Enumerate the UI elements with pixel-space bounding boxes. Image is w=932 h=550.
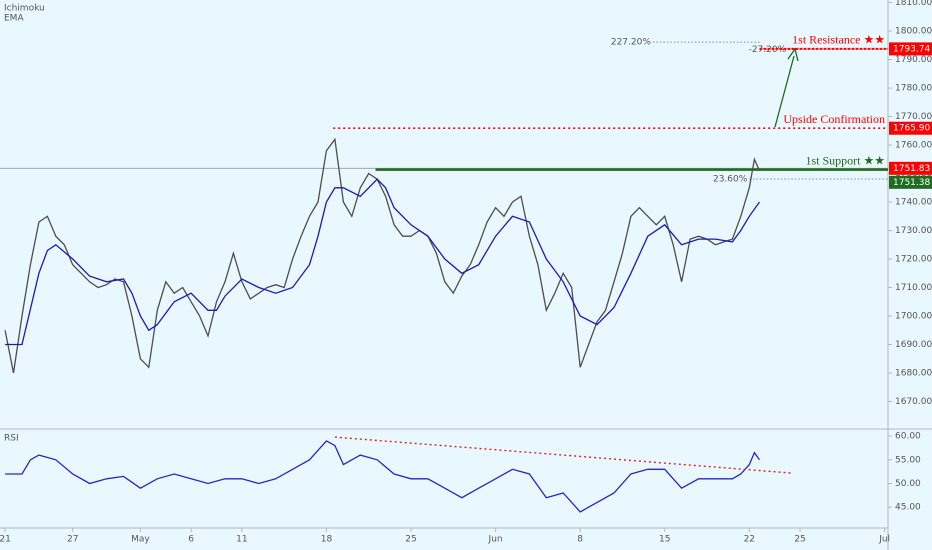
x-tick-label: Jun xyxy=(488,535,503,545)
level-label: 1st Support ★★ xyxy=(805,153,885,167)
y-tick-label: 1680.00 xyxy=(895,369,932,379)
x-tick-label: 27 xyxy=(67,535,78,545)
level-label: 1st Resistance ★★ xyxy=(792,33,885,47)
y-tick-label: 1780.00 xyxy=(895,84,932,94)
y-tick-label: 1720.00 xyxy=(895,255,932,265)
arrow-head xyxy=(787,47,799,62)
series-line xyxy=(5,440,761,513)
price-tag xyxy=(889,121,932,135)
price-tag-label: 1793.74 xyxy=(893,44,930,54)
price-tag xyxy=(889,161,932,175)
y-tick-label: 1740.00 xyxy=(895,198,932,208)
y-tick-label: 1670.00 xyxy=(895,397,932,407)
x-tick-label: 21 xyxy=(0,535,11,545)
x-tick-label: 18 xyxy=(321,535,333,545)
y-tick-label: 1800.00 xyxy=(895,27,932,37)
x-tick-label: 11 xyxy=(236,535,247,545)
indicator-label: Ichimoku xyxy=(4,4,45,14)
price-tag-label: 1765.90 xyxy=(893,124,930,134)
price-tag-label: 1751.83 xyxy=(893,164,930,174)
series-line xyxy=(5,178,761,346)
y-tick-label: 1690.00 xyxy=(895,340,932,350)
y-tick-label: 45.00 xyxy=(895,503,921,513)
x-tick-label: 22 xyxy=(744,535,755,545)
x-tick-label: Jul xyxy=(878,535,890,545)
y-tick-label: 1810.00 xyxy=(895,0,932,8)
y-tick-label: 1770.00 xyxy=(895,112,932,122)
x-tick-label: 8 xyxy=(577,535,583,545)
y-tick-label: 1710.00 xyxy=(895,283,932,293)
price-tag xyxy=(889,175,932,189)
x-tick-label: May xyxy=(131,535,150,545)
x-tick-label: 6 xyxy=(188,535,194,545)
series-line xyxy=(4,137,761,374)
y-tick-label: 55.00 xyxy=(895,455,921,465)
fib-label: 23.60% xyxy=(713,174,748,184)
x-tick-label: 25 xyxy=(405,535,416,545)
panel-title: RSI xyxy=(4,434,19,444)
arrow xyxy=(774,55,795,128)
y-tick-label: 50.00 xyxy=(895,479,921,489)
level-label: Upside Confirmation xyxy=(783,112,885,126)
y-tick-label: 60.00 xyxy=(895,432,921,442)
x-tick-label: 15 xyxy=(659,535,670,545)
price-tag-label: 1751.38 xyxy=(893,178,930,188)
y-tick-label: 1700.00 xyxy=(895,312,932,322)
price-tag xyxy=(889,42,932,56)
fib-label: 227.20% xyxy=(611,38,651,48)
y-tick-label: 1730.00 xyxy=(895,226,932,236)
x-tick-label: 25 xyxy=(794,535,805,545)
indicator-label: EMA xyxy=(4,14,24,24)
y-tick-label: 1790.00 xyxy=(895,55,932,65)
y-tick-label: 1760.00 xyxy=(895,141,932,151)
trendline xyxy=(334,436,792,474)
